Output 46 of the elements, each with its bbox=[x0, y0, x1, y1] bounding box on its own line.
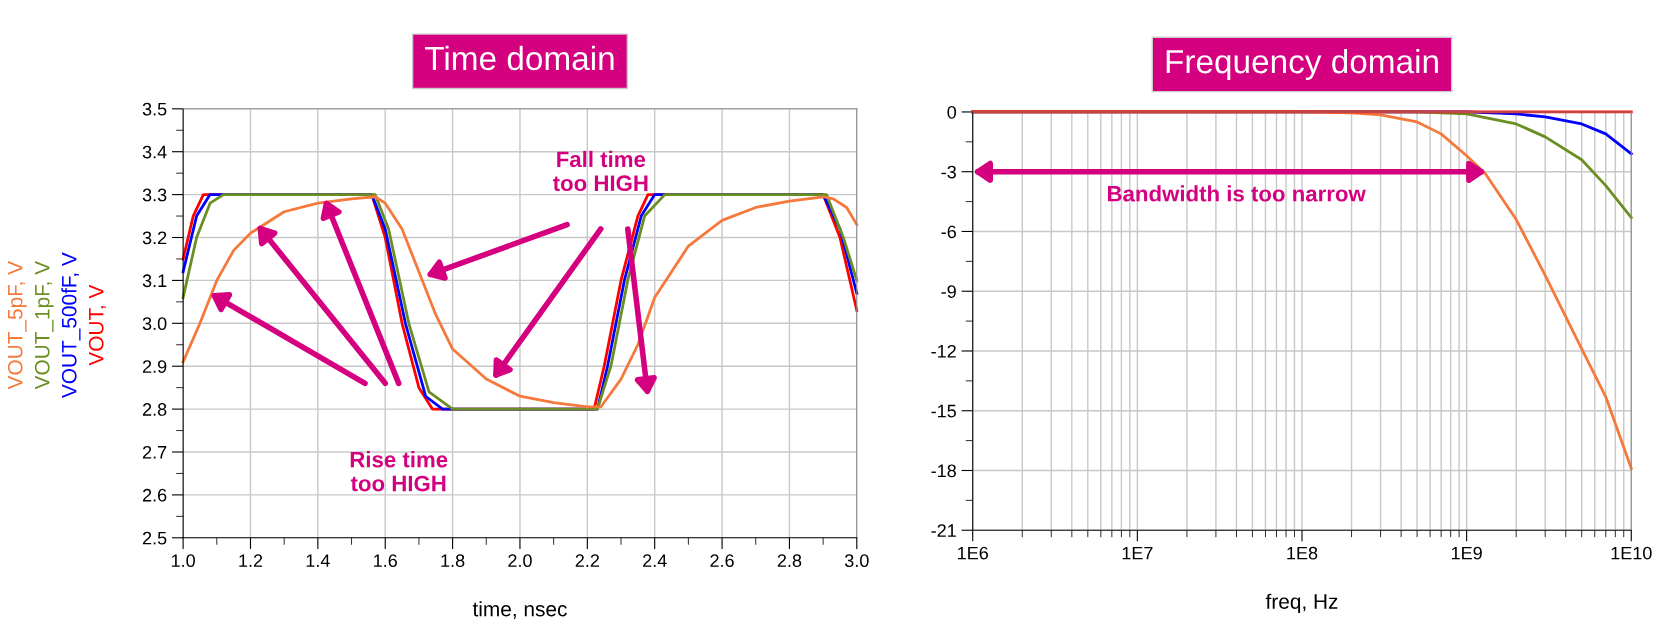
y-tick-label: 3.1 bbox=[142, 274, 167, 288]
x-tick-label: 1.6 bbox=[374, 554, 397, 568]
y-tick-label: 3.4 bbox=[142, 145, 167, 159]
y-tick-label: 2.8 bbox=[142, 403, 167, 416]
y-tick-label: 2.5 bbox=[142, 531, 167, 545]
text: VOUT, V bbox=[88, 284, 107, 366]
text: VOUT_5pF, V bbox=[7, 261, 27, 390]
x-tick-label: 1.2 bbox=[239, 554, 263, 567]
y-tick-label: 2.6 bbox=[142, 488, 167, 502]
y-tick-label: -3 bbox=[941, 165, 956, 179]
y-tick-label: 3.0 bbox=[142, 317, 167, 331]
x-tick-label: 1E9 bbox=[1451, 546, 1482, 560]
x-tick-label: 2.2 bbox=[575, 554, 599, 567]
x-tick-label: 2.6 bbox=[710, 554, 734, 568]
y-tick-label: -12 bbox=[931, 344, 956, 358]
x-tick-label: 1.0 bbox=[171, 554, 195, 568]
x-tick-label: 1E7 bbox=[1122, 546, 1153, 560]
x-tick-label: 1.8 bbox=[441, 554, 465, 568]
y-tick-label: -21 bbox=[931, 524, 956, 537]
y-tick-label: 3.2 bbox=[142, 231, 167, 245]
x-tick-label: 1.4 bbox=[306, 554, 330, 567]
x-tick-label: 2.8 bbox=[777, 554, 802, 568]
x-tick-label: 2.4 bbox=[643, 554, 667, 567]
x-tick-label: 1E6 bbox=[958, 546, 988, 560]
y-tick-label: -18 bbox=[931, 464, 956, 478]
chart-title: Frequency domain bbox=[1166, 48, 1438, 80]
x-tick-label: 3.0 bbox=[844, 554, 869, 568]
annotation: Fall time too HIGH bbox=[552, 150, 648, 192]
y-tick-label: 3.3 bbox=[142, 188, 167, 202]
text: VOUT_500fF, V bbox=[61, 252, 81, 399]
annotation: Rise time too HIGH bbox=[350, 451, 448, 492]
annotation: Bandwidth is too narrow bbox=[1108, 185, 1366, 202]
text: VOUT_1pF, V bbox=[34, 261, 54, 390]
x-axis-title: time, nsec bbox=[472, 601, 567, 619]
y-tick-label: 2.9 bbox=[142, 360, 167, 373]
y-tick-label: -15 bbox=[931, 404, 956, 418]
x-tick-label: 2.0 bbox=[508, 554, 532, 568]
x-axis-title: freq, Hz bbox=[1265, 593, 1338, 614]
y-tick-label: 2.7 bbox=[142, 445, 167, 459]
y-tick-label: -6 bbox=[941, 225, 956, 239]
x-tick-label: 1E10 bbox=[1611, 546, 1652, 560]
y-tick-label: 0 bbox=[947, 105, 957, 119]
y-tick-label: -9 bbox=[941, 285, 956, 298]
chart-title: Time domain bbox=[425, 45, 614, 71]
y-tick-label: 3.5 bbox=[142, 102, 167, 116]
x-tick-label: 1E8 bbox=[1287, 546, 1318, 560]
